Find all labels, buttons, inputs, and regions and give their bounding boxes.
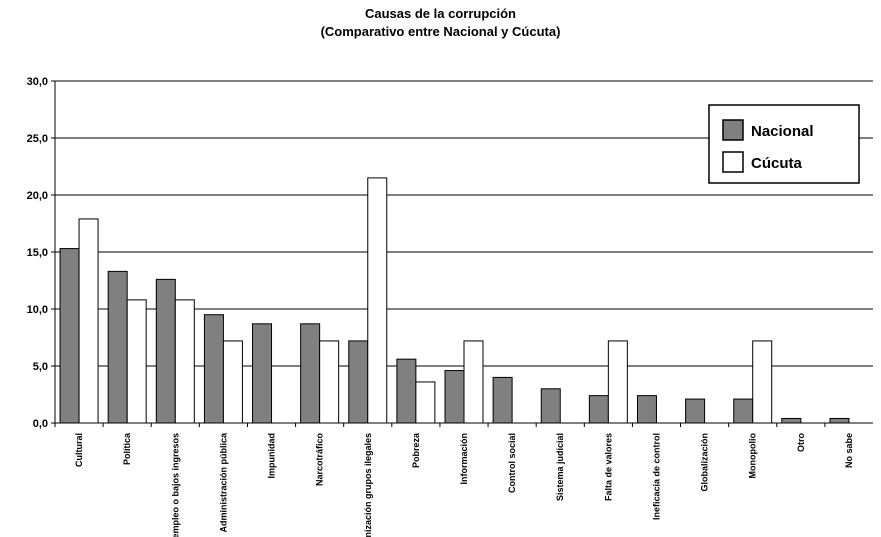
category-label: Administración pública xyxy=(218,432,228,533)
bar-nacional xyxy=(252,323,273,424)
bar-nacional xyxy=(396,358,417,424)
bar-nacional xyxy=(636,395,657,424)
category-label: Monopolio xyxy=(748,432,758,478)
category-label: No sabe xyxy=(844,433,854,468)
category-label: Impunidad xyxy=(267,433,277,479)
bar-nacional xyxy=(155,278,176,424)
chart-title: Causas de la corrupción xyxy=(365,6,516,21)
bar-cúcuta xyxy=(222,340,243,424)
y-tick-label: 15,0 xyxy=(27,247,48,259)
category-label: Falta de valores xyxy=(603,433,613,501)
category-label: Desempleo o bajos ingresos xyxy=(170,433,180,537)
category-label: Ineficacia de control xyxy=(651,433,661,520)
legend-label: Nacional xyxy=(751,123,814,140)
bar-cúcuta xyxy=(126,299,147,424)
bar-nacional xyxy=(59,248,80,424)
bar-cúcuta xyxy=(463,340,484,424)
bar-nacional xyxy=(348,340,369,424)
bar-cúcuta xyxy=(607,340,628,424)
y-tick-label: 30,0 xyxy=(27,76,48,88)
bar-nacional xyxy=(781,417,802,424)
bar-nacional xyxy=(492,376,513,424)
legend-label: Cúcuta xyxy=(751,155,802,172)
chart-subtitle: (Comparativo entre Nacional y Cúcuta) xyxy=(320,24,561,39)
category-label: Política xyxy=(122,432,132,465)
bar-nacional xyxy=(300,323,321,424)
bar-nacional xyxy=(685,398,706,424)
bar-nacional xyxy=(733,398,754,424)
category-label: Sistema judicial xyxy=(555,433,565,501)
y-tick-label: 10,0 xyxy=(27,304,48,316)
category-label: Globalización xyxy=(700,433,710,492)
y-tick-label: 0,0 xyxy=(33,418,48,430)
bar-nacional xyxy=(444,370,465,424)
category-label: Narcotráfico xyxy=(315,432,325,486)
y-tick-label: 25,0 xyxy=(27,133,48,145)
category-label: Control social xyxy=(507,433,517,493)
bar-cúcuta xyxy=(78,218,99,424)
bar-nacional xyxy=(107,270,128,424)
category-label: Otro xyxy=(796,433,806,453)
bar-cúcuta xyxy=(415,381,436,424)
bar-nacional xyxy=(829,417,850,424)
bar-cúcuta xyxy=(174,299,195,424)
category-label: Pobreza xyxy=(411,432,421,468)
category-label: Organización grupos ilegales xyxy=(363,433,373,537)
y-tick-label: 5,0 xyxy=(33,361,48,373)
category-label: Cultural xyxy=(74,433,84,467)
y-tick-label: 20,0 xyxy=(27,190,48,202)
bar-cúcuta xyxy=(367,177,388,424)
bar-nacional xyxy=(588,395,609,424)
bar-nacional xyxy=(540,388,561,424)
bar-cúcuta xyxy=(752,340,773,424)
legend-swatch-cúcuta xyxy=(722,151,744,173)
bar-cúcuta xyxy=(319,340,340,424)
bar-nacional xyxy=(203,314,224,424)
legend-swatch-nacional xyxy=(722,119,744,141)
category-label: Información xyxy=(459,433,469,485)
